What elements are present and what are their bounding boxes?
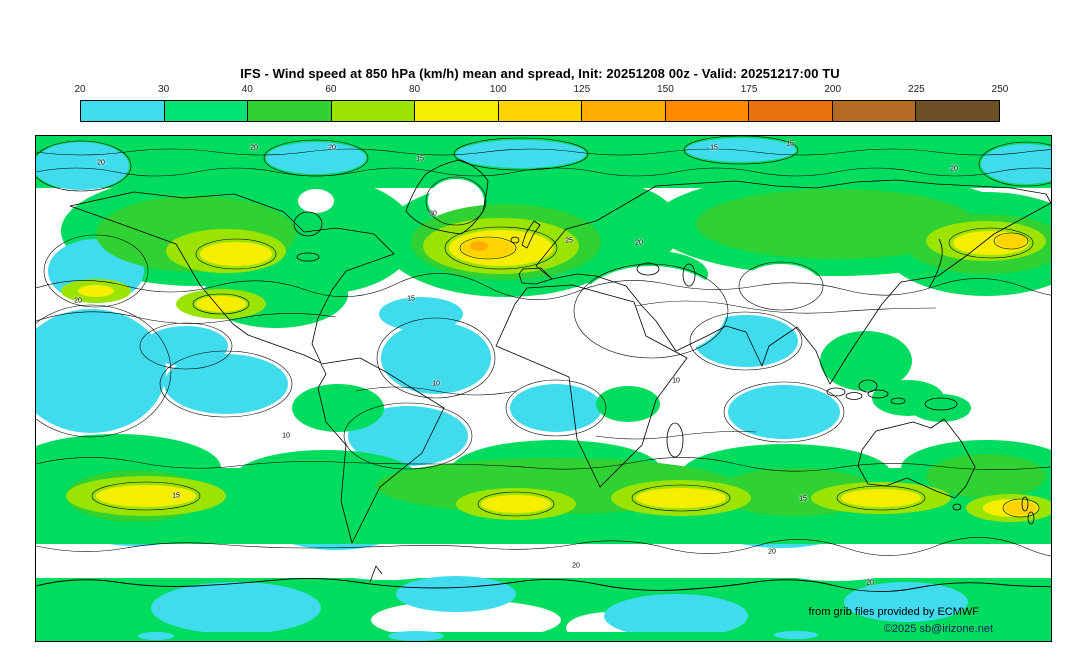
colorbar-bar xyxy=(80,100,1000,122)
antarctic-strip-layer xyxy=(36,631,1051,641)
colorbar-tick-label: 250 xyxy=(991,84,1009,95)
colorbar-segment xyxy=(498,101,583,121)
windspeed-yellow-layer xyxy=(78,230,1039,517)
colorbar-tick-label: 200 xyxy=(824,84,842,95)
coastlines-layer xyxy=(36,159,1051,592)
colorbar-tick-label: 20 xyxy=(74,84,86,95)
colorbar-segment xyxy=(81,101,165,121)
spread-contours-layer xyxy=(36,136,1051,557)
colorbar-tick-label: 40 xyxy=(241,84,253,95)
colorbar-tick-label: 150 xyxy=(657,84,674,95)
colorbar-segment xyxy=(916,101,1000,121)
colorbar-segment xyxy=(749,101,833,121)
map-svg xyxy=(36,136,1051,641)
colorbar-tick-label: 100 xyxy=(489,84,507,95)
colorbar-segment xyxy=(832,101,917,121)
colorbar-tick-label: 225 xyxy=(908,84,925,95)
colorbar-tick-label: 60 xyxy=(325,84,337,95)
colorbar-legend: 20 30 40 60 80 100 125 150 175 200 225 250 xyxy=(74,84,1008,122)
colorbar-tick-label: 80 xyxy=(408,84,421,95)
colorbar-segment xyxy=(331,101,416,121)
colorbar-tick-row: 20 30 40 60 80 100 125 150 175 200 225 250 xyxy=(74,84,1008,97)
world-wind-map: 20 20 20 15 15 15 20 30 25 20 15 20 10 10 15 20 20 15 20 10… xyxy=(35,135,1052,642)
colorbar-segment xyxy=(415,101,499,121)
chart-title: IFS - Wind speed at 850 hPa (km/h) mean … xyxy=(240,66,840,81)
data-source-credit: from grib files provided by ECMWF xyxy=(808,606,979,618)
colorbar-tick-label: 125 xyxy=(573,84,591,95)
windspeed-orange-layer xyxy=(470,241,488,251)
colorbar-segment xyxy=(164,101,249,121)
colorbar-segment xyxy=(248,101,332,121)
colorbar-tick-label: 175 xyxy=(740,84,758,95)
windspeed-white-holes-layer xyxy=(46,179,896,641)
copyright-credit: ©2025 sb@irizone.net xyxy=(883,623,993,635)
colorbar-segment xyxy=(582,101,666,121)
colorbar-segment xyxy=(665,101,750,121)
colorbar-tick-label: 30 xyxy=(158,84,170,95)
